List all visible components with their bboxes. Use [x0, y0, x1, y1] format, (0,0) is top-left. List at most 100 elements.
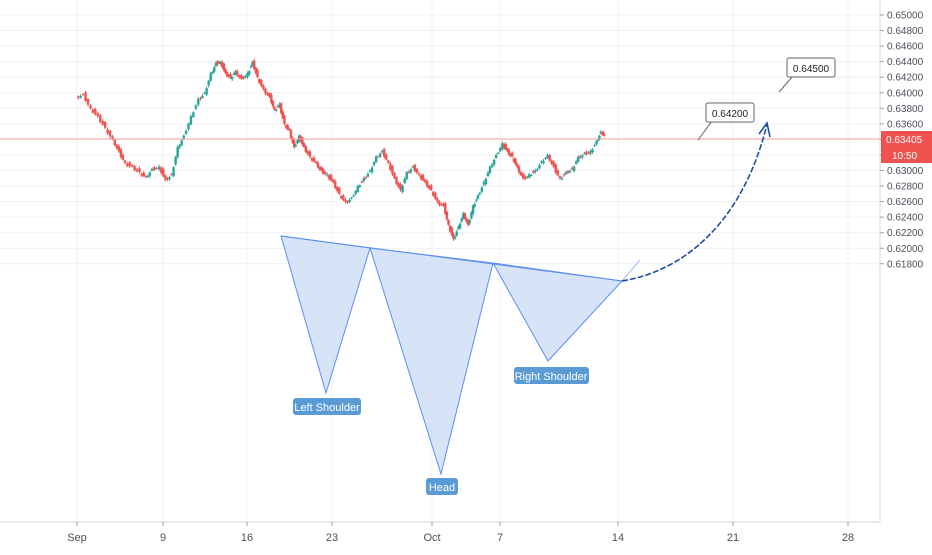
candle-body [148, 172, 152, 176]
candle-body [319, 166, 323, 171]
candle-body [130, 165, 134, 167]
candle-body [507, 150, 511, 155]
y-tick-label: 0.63600 [887, 119, 924, 130]
candle-body [482, 182, 486, 185]
candle-body [425, 181, 429, 187]
candle-body [395, 177, 398, 185]
candle-body [591, 149, 594, 152]
candle-body [314, 161, 318, 163]
candle-body [457, 226, 460, 229]
candle-body [222, 63, 226, 71]
candle-body [142, 172, 145, 177]
candle-body [385, 154, 388, 160]
candle-body [144, 176, 148, 178]
candle-body [484, 178, 488, 185]
candle-body [548, 154, 551, 161]
candle-body [401, 185, 404, 192]
candle-body [338, 188, 341, 194]
candle-body [376, 156, 380, 158]
candle-body [249, 66, 253, 68]
left-shoulder-label: Left Shoulder [293, 398, 361, 415]
candle-body [397, 183, 400, 187]
candle-body [458, 223, 462, 229]
candle-body [534, 170, 537, 172]
candle-body [399, 184, 402, 190]
candle-body [598, 135, 601, 139]
candle-body [374, 156, 378, 163]
candle-body [221, 62, 224, 68]
candle-body [316, 162, 320, 168]
candle-body [476, 195, 480, 199]
candle-body [442, 203, 445, 206]
candle-body [201, 95, 204, 98]
right-shoulder-text: Right Shoulder [515, 371, 588, 383]
candle-body [283, 115, 286, 124]
head-label: Head [426, 478, 458, 495]
candle-body [452, 234, 455, 239]
candle-body [281, 111, 284, 119]
candle-body [308, 151, 312, 157]
candle-body [570, 168, 574, 170]
candle-body [496, 152, 500, 154]
y-tick-label: 0.64000 [887, 88, 924, 99]
candle-body [162, 169, 165, 177]
y-tick-label: 0.62600 [887, 197, 924, 208]
y-tick-label: 0.65000 [887, 11, 924, 22]
candle-body [511, 152, 514, 157]
candle-body [178, 145, 181, 148]
candle-body [227, 75, 231, 77]
candle-body [564, 172, 568, 175]
neckline-extension [621, 259, 641, 282]
candle-body [217, 62, 221, 64]
candle-body [517, 166, 521, 173]
annotations: Left Shoulder Head Right Shoulder 0.6420… [293, 57, 836, 495]
candle-body [340, 195, 343, 199]
candle-body [350, 197, 353, 199]
candle-body [318, 167, 321, 169]
candle-body [530, 174, 533, 176]
candle-body [323, 171, 327, 175]
candle-body [205, 88, 208, 95]
candle-body [276, 106, 280, 108]
candle-body [329, 175, 333, 181]
candle-body [108, 130, 112, 137]
candle-body [79, 96, 82, 98]
candle-body [253, 60, 256, 69]
candle-body [383, 149, 386, 157]
right-shoulder-label: Right Shoulder [514, 367, 589, 384]
candle-body [224, 69, 227, 74]
candle-body [119, 149, 123, 157]
candle-body [521, 173, 525, 179]
candle-body [288, 128, 291, 131]
candle-body [214, 63, 218, 66]
candle-body [286, 124, 289, 129]
candle-body [236, 70, 239, 76]
candle-body [150, 168, 154, 171]
candle-body [364, 177, 368, 179]
candle-body [155, 168, 158, 170]
candle-body [254, 67, 258, 73]
projection [621, 121, 771, 282]
candle-body [219, 61, 222, 65]
candle-body [117, 146, 121, 152]
candle-body [583, 153, 586, 155]
candle-body [501, 143, 504, 150]
candle-body [423, 179, 427, 183]
candle-body [133, 165, 136, 171]
candle-body [242, 76, 245, 79]
candle-body [170, 174, 173, 176]
candle-body [301, 137, 304, 145]
candle-body [603, 134, 606, 136]
candle-body [468, 220, 472, 224]
candle-body [544, 157, 547, 159]
candle-body [581, 155, 584, 158]
candle-body [499, 148, 502, 152]
candle-body [121, 154, 125, 160]
candle-body [126, 163, 129, 166]
candle-body [226, 72, 229, 77]
candle-body [268, 93, 271, 97]
candle-body [480, 187, 484, 192]
y-tick-label: 0.62200 [887, 228, 924, 239]
candle-body [599, 131, 602, 133]
candle-body [273, 107, 276, 110]
